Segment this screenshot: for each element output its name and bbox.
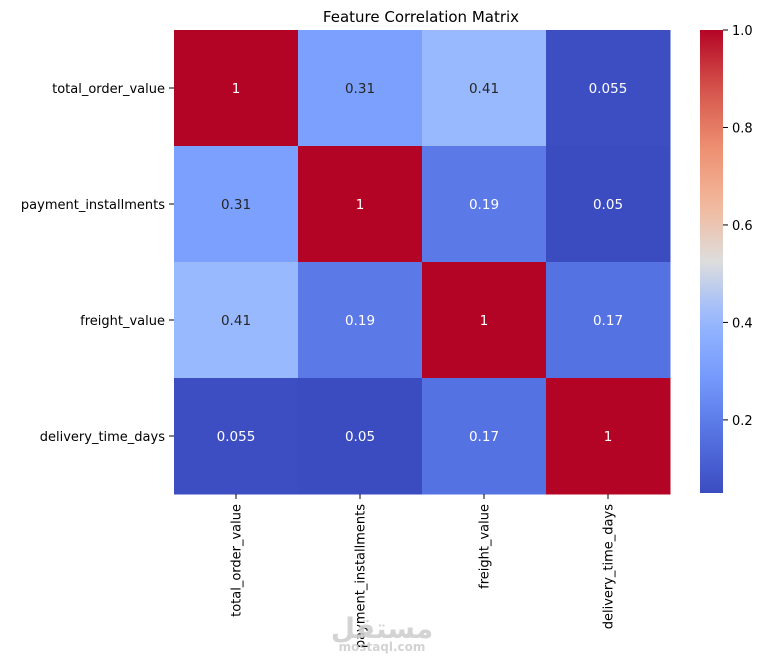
heatmap-cell xyxy=(546,262,671,379)
row-label: freight_value xyxy=(80,314,165,329)
cell-value-label: 1 xyxy=(604,429,613,445)
heatmap-cell xyxy=(298,146,423,263)
cell-value-label: 0.055 xyxy=(217,429,256,445)
cell-value-label: 1 xyxy=(480,313,489,329)
colorbar-tick-label: 0.2 xyxy=(732,414,753,429)
cell-value-label: 0.055 xyxy=(589,81,628,97)
colorbar-tick-label: 1.0 xyxy=(732,24,753,39)
colorbar: 0.2 0.4 0.6 0.8 1.0 xyxy=(700,24,753,493)
cell-value-label: 0.41 xyxy=(469,81,499,97)
heatmap-cell xyxy=(174,378,299,495)
heatmap-cell xyxy=(422,146,547,263)
cell-value-label: 0.17 xyxy=(469,429,499,445)
column-label: freight_value xyxy=(478,504,493,589)
cell-value-label: 0.31 xyxy=(345,81,375,97)
column-label: delivery_time_days xyxy=(602,504,617,629)
heatmap-cell xyxy=(174,146,299,263)
heatmap-cell xyxy=(174,30,299,147)
colorbar-tick-label: 0.6 xyxy=(732,219,753,234)
heatmap-cell xyxy=(174,262,299,379)
cell-value-label: 0.17 xyxy=(593,313,623,329)
column-label: payment_installments xyxy=(354,504,369,648)
colorbar-gradient xyxy=(700,30,723,493)
cell-value-label: 0.31 xyxy=(221,197,251,213)
cell-value-label: 0.19 xyxy=(469,197,499,213)
cell-value-label: 0.41 xyxy=(221,313,251,329)
column-label: total_order_value xyxy=(230,504,245,617)
watermark-arabic: مستقل xyxy=(331,612,433,645)
heatmap-cell xyxy=(298,262,423,379)
colorbar-tick-label: 0.8 xyxy=(732,121,753,136)
cell-value-label: 1 xyxy=(232,81,241,97)
watermark: مستقل mostaql.com xyxy=(331,612,433,654)
row-label: delivery_time_days xyxy=(40,430,165,445)
heatmap-cell xyxy=(422,30,547,147)
heatmap-cell xyxy=(422,378,547,495)
heatmap-cells: 1 0.31 0.41 0.055 0.31 1 0.19 0.05 0.41 0.19 1 0.17… xyxy=(174,30,671,495)
heatmap-cell xyxy=(298,378,423,495)
heatmap-cell xyxy=(298,30,423,147)
cell-value-label: 0.05 xyxy=(593,197,623,213)
heatmap-cell xyxy=(422,262,547,379)
row-labels: total_order_value payment_installmentsfre… xyxy=(21,82,174,445)
watermark-latin: mostaql.com xyxy=(339,640,426,654)
cell-value-label: 0.19 xyxy=(345,313,375,329)
colorbar-tick-label: 0.4 xyxy=(732,316,753,331)
cell-value-label: 0.05 xyxy=(345,429,375,445)
chart-title: Feature Correlation Matrix xyxy=(323,8,519,26)
heatmap-cell xyxy=(546,30,671,147)
cell-value-label: 1 xyxy=(356,197,365,213)
heatmap-cell xyxy=(546,378,671,495)
row-label: total_order_value xyxy=(52,82,165,97)
row-label: payment_installments xyxy=(21,198,165,213)
heatmap-cell xyxy=(546,146,671,263)
column-labels: total_order_value payment_installments fre… xyxy=(230,494,617,648)
